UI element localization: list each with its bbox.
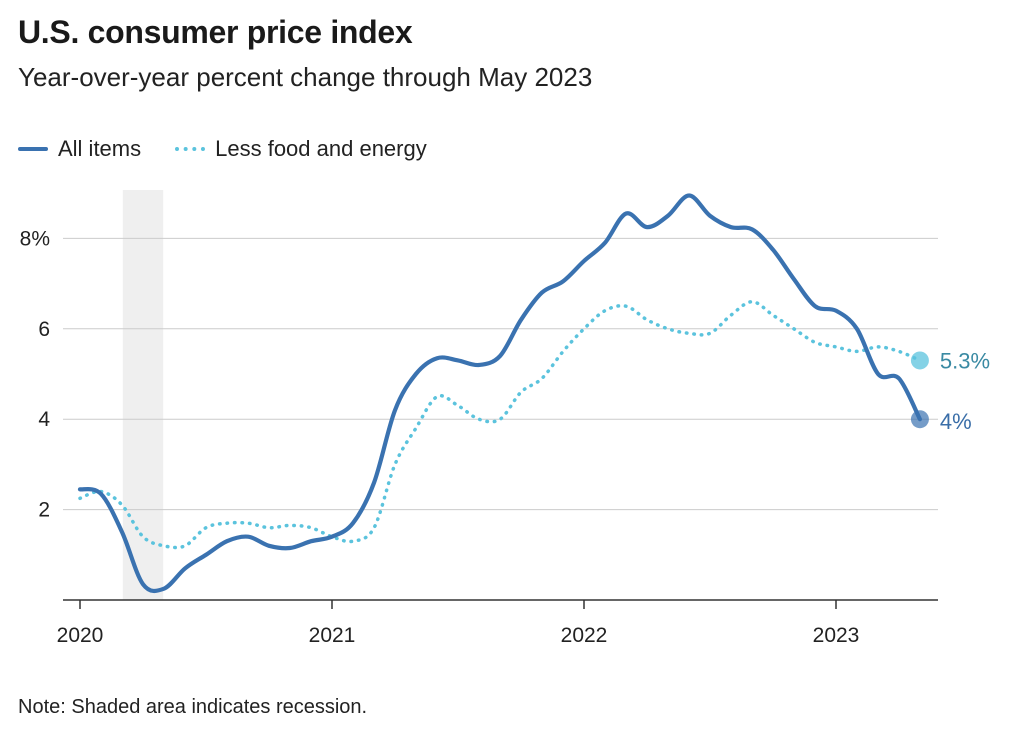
x-tick-label-2023: 2023 — [813, 624, 860, 647]
end-label-all-items: 4% — [940, 409, 972, 434]
series-line-all-items — [77, 193, 922, 594]
chart-note: Note: Shaded area indicates recession. — [18, 696, 368, 718]
chart-title: U.S. consumer price index — [18, 14, 413, 50]
y-tick-label-2: 2 — [38, 499, 50, 522]
y-tick-label-8: 8% — [20, 227, 50, 250]
end-marker-less-food-energy — [910, 351, 929, 370]
legend-swatch-solid — [18, 147, 48, 151]
legend-item-all-items: All items — [18, 136, 141, 162]
legend: All items Less food and energy — [18, 136, 461, 162]
x-tick-label-2022: 2022 — [561, 624, 608, 647]
legend-item-less-food-energy: Less food and energy — [175, 136, 427, 162]
x-tick-label-2020: 2020 — [57, 624, 104, 647]
series-line-less-food-energy — [78, 299, 922, 550]
legend-swatch-dotted — [175, 147, 206, 151]
x-tick-label-2021: 2021 — [309, 624, 356, 647]
recession-shade — [122, 190, 164, 600]
end-marker-all-items — [910, 410, 929, 429]
legend-label-all-items: All items — [58, 136, 142, 161]
y-tick-label-6: 6 — [38, 318, 50, 341]
legend-label-less-food-energy: Less food and energy — [215, 136, 427, 161]
y-tick-label-4: 4 — [38, 408, 50, 431]
chart-subtitle: Year-over-year percent change through Ma… — [18, 62, 593, 92]
end-label-less-food-energy: 5.3% — [940, 348, 990, 373]
